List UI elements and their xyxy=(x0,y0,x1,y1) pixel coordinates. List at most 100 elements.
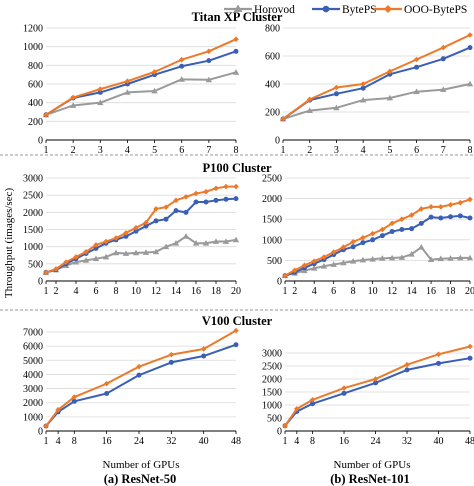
y-tick-label: 1000 xyxy=(23,412,43,423)
data-point-byteps xyxy=(153,218,159,224)
data-point-ooo-byteps xyxy=(43,269,49,276)
y-tick-label: 2500 xyxy=(262,174,282,185)
data-point-byteps xyxy=(201,353,207,359)
data-point-ooo-byteps xyxy=(369,230,376,237)
caption-right: (b) ResNet-101 xyxy=(330,472,410,486)
data-point-ooo-byteps xyxy=(440,44,447,51)
data-point-horovod xyxy=(152,248,160,255)
y-tick-label: 0 xyxy=(275,136,280,147)
legend-item-ooo-byteps: OOO-BytePS xyxy=(374,4,467,16)
x-axis-label-right: Number of GPUs xyxy=(334,459,411,471)
y-tick-label: 4000 xyxy=(23,370,43,381)
data-point-ooo-byteps xyxy=(93,242,99,248)
series-line-byteps xyxy=(45,197,237,274)
x-tick-label: 5 xyxy=(152,145,157,156)
chart-panel-p100-cluster-resnet-101: 0 500 1000 1500 2000 2500 1 2 4 6 8 10 12 14 16 18 20 xyxy=(262,174,474,298)
x-tick-label: 16 xyxy=(339,436,349,447)
x-tick-label: 1 xyxy=(281,145,286,156)
data-point-ooo-byteps xyxy=(330,249,337,255)
data-point-ooo-byteps xyxy=(360,234,366,241)
x-tick-label: 48 xyxy=(231,436,241,447)
x-tick-label: 1 xyxy=(44,145,49,156)
data-point-ooo-byteps xyxy=(143,219,149,226)
data-point-ooo-byteps xyxy=(103,380,110,387)
y-tick-label: 600 xyxy=(28,80,43,91)
data-point-horovod xyxy=(333,104,340,111)
data-point-horovod xyxy=(102,253,110,260)
data-point-horovod xyxy=(112,249,120,256)
data-point-horovod xyxy=(92,255,100,262)
legend-label-byteps: BytePS xyxy=(342,4,377,16)
data-point-ooo-byteps xyxy=(379,226,386,233)
data-point-byteps xyxy=(467,355,473,361)
x-tick-label: 8 xyxy=(114,286,119,297)
data-point-ooo-byteps xyxy=(103,238,109,245)
data-point-byteps xyxy=(233,342,239,348)
cluster-title-p100: P100 Cluster xyxy=(202,161,272,175)
series-horovod xyxy=(281,244,474,279)
data-point-ooo-byteps xyxy=(389,220,395,227)
series-line-byteps xyxy=(282,46,471,120)
data-point-ooo-byteps xyxy=(387,68,393,75)
y-tick-label: 1000 xyxy=(23,42,43,53)
y-tick-label: 400 xyxy=(265,80,280,91)
x-tick-label: 7 xyxy=(206,145,211,156)
series-line-horovod xyxy=(45,71,237,116)
y-tick-label: 200 xyxy=(28,117,43,128)
data-point-byteps xyxy=(183,209,189,215)
x-tick-label: 12 xyxy=(387,286,397,297)
series-ooo-byteps xyxy=(43,327,239,429)
series-line-byteps xyxy=(45,343,237,427)
x-tick-label: 32 xyxy=(402,436,412,447)
legend-label-horovod: Horovod xyxy=(254,4,295,16)
series-horovod xyxy=(42,233,240,275)
y-tick-label: 7000 xyxy=(23,328,43,339)
series-line-ooo-byteps xyxy=(284,345,471,427)
x-tick-label: 6 xyxy=(331,286,336,297)
data-point-byteps xyxy=(418,220,424,226)
data-point-horovod xyxy=(457,254,464,261)
data-point-byteps xyxy=(223,196,229,202)
data-point-byteps xyxy=(436,360,442,366)
data-point-ooo-byteps xyxy=(193,190,199,197)
y-tick-label: 0 xyxy=(277,277,282,288)
y-tick-label: 6000 xyxy=(23,342,43,353)
x-tick-label: 3 xyxy=(334,145,339,156)
data-point-ooo-byteps xyxy=(123,230,129,236)
data-point-ooo-byteps xyxy=(340,244,347,251)
data-point-horovod xyxy=(178,76,185,82)
y-tick-label: 1500 xyxy=(262,388,282,399)
triangle-marker-icon xyxy=(233,4,243,12)
data-point-ooo-byteps xyxy=(71,394,78,400)
y-tick-label: 0 xyxy=(38,427,43,438)
legend-label-ooo-byteps: OOO-BytePS xyxy=(404,4,467,16)
legend-item-byteps: BytePS xyxy=(312,4,377,16)
cluster-title-titan-xp: Titan XP Cluster xyxy=(192,10,283,24)
y-tick-label: 1000 xyxy=(262,235,282,246)
data-point-ooo-byteps xyxy=(282,272,288,279)
data-point-byteps xyxy=(123,233,129,239)
data-point-byteps xyxy=(428,214,434,220)
series-ooo-byteps xyxy=(43,36,239,118)
y-tick-label: 2500 xyxy=(262,362,282,373)
data-point-byteps xyxy=(97,89,103,95)
data-point-horovod xyxy=(320,262,328,269)
x-tick-label: 6 xyxy=(179,145,184,156)
chart-panel-titan-xp-cluster-resnet-50: 0 200 400 600 800 1000 1200 1 2 3 4 5 6 7 8 xyxy=(23,24,240,156)
data-point-byteps xyxy=(93,245,99,251)
data-point-ooo-byteps xyxy=(280,116,286,122)
data-point-horovod xyxy=(466,80,474,87)
data-point-horovod xyxy=(232,69,240,75)
x-tick-label: 16 xyxy=(426,286,436,297)
data-point-horovod xyxy=(202,240,210,246)
y-tick-label: 500 xyxy=(28,259,43,270)
data-point-byteps xyxy=(179,63,185,69)
data-point-horovod xyxy=(398,254,406,260)
x-tick-label: 1 xyxy=(283,436,288,447)
series-ooo-byteps xyxy=(282,196,473,279)
x-tick-label: 8 xyxy=(234,145,239,156)
data-point-horovod xyxy=(142,249,150,255)
data-point-horovod xyxy=(388,254,396,261)
data-point-byteps xyxy=(379,233,385,239)
data-point-horovod xyxy=(340,259,347,266)
